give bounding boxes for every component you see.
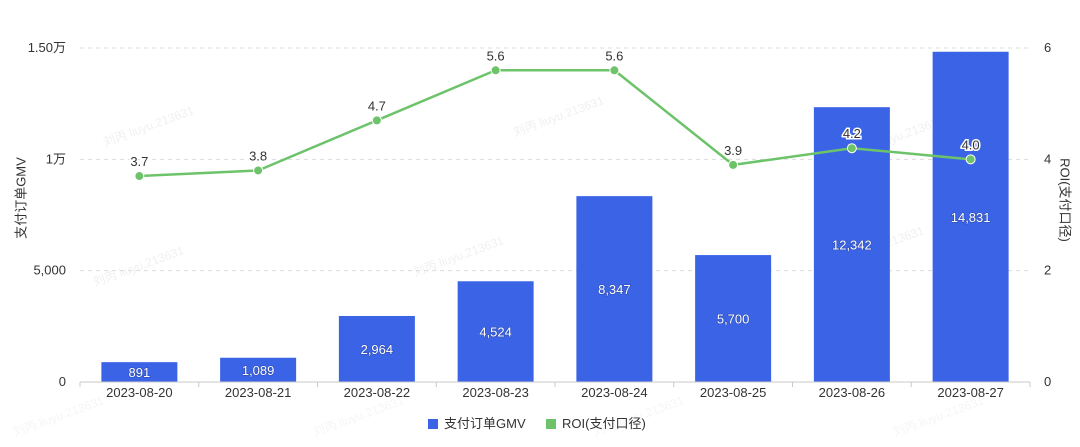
x-tick-label: 2023-08-24 <box>581 385 648 400</box>
legend-item-gmv[interactable]: 支付订单GMV <box>428 416 526 431</box>
bar-data-label: 4,524 <box>479 325 512 340</box>
legend-swatch-gmv <box>428 419 438 429</box>
roi-data-label: 5.6 <box>605 48 623 63</box>
roi-point[interactable] <box>253 165 264 176</box>
roi-data-label: 4.2 <box>843 126 861 141</box>
bar[interactable] <box>220 357 297 382</box>
roi-data-label: 5.6 <box>487 48 505 63</box>
watermark-text: 刘丙 liuyu.213631 <box>411 233 506 279</box>
roi-data-label: 4.7 <box>368 98 386 113</box>
y2-tick-label: 2 <box>1044 263 1051 278</box>
bar-data-label: 14,831 <box>951 210 991 225</box>
bar[interactable] <box>457 281 534 382</box>
bar[interactable] <box>576 196 653 382</box>
bar-data-label: 5,700 <box>717 312 750 327</box>
y2-tick-label: 0 <box>1044 374 1051 389</box>
roi-point[interactable] <box>846 143 857 154</box>
watermark-text: 刘丙 liuyu.213631 <box>11 393 106 439</box>
legend-label-roi: ROI(支付口径) <box>562 416 646 431</box>
legend-swatch-roi <box>546 419 556 429</box>
y2-axis-title: ROI(支付口径) <box>1058 158 1073 242</box>
x-tick-label: 2023-08-20 <box>106 385 173 400</box>
watermark-text: 刘丙 liuyu.213631 <box>101 103 196 149</box>
bar-data-label: 1,089 <box>242 363 275 378</box>
roi-point[interactable] <box>490 65 501 76</box>
watermark-text: 刘丙 liuyu.213631 <box>311 393 406 439</box>
watermark-text: 刘丙 liuyu.213631 <box>891 393 986 439</box>
legend: 支付订单GMV ROI(支付口径) <box>428 416 646 431</box>
x-tick-label: 2023-08-27 <box>937 385 1004 400</box>
legend-label-gmv: 支付订单GMV <box>444 416 526 431</box>
bar-data-label: 12,342 <box>832 238 872 253</box>
gridlines <box>80 47 1030 272</box>
watermark-text: 刘丙 liuyu.213631 <box>511 93 606 139</box>
roi-point[interactable] <box>134 171 145 182</box>
roi-point[interactable] <box>609 65 620 76</box>
bar-data-label: 891 <box>129 365 151 380</box>
y-tick-label: 0 <box>59 374 66 389</box>
bar[interactable] <box>101 362 178 382</box>
y2-tick-label: 6 <box>1044 40 1051 55</box>
y-tick-label: 5,000 <box>33 263 66 278</box>
legend-item-roi[interactable]: ROI(支付口径) <box>546 416 646 431</box>
bar[interactable] <box>695 255 772 382</box>
bar-data-label: 2,964 <box>361 342 394 357</box>
axes: 0 5,000 1万 1.50万 0 2 4 6 2023-08-20 2023-08-21 202… <box>28 40 1052 400</box>
x-tick-label: 2023-08-26 <box>819 385 886 400</box>
y2-tick-label: 4 <box>1044 151 1051 166</box>
bar-series: 891 1,089 2,964 4,524 8,347 5,700 12,342 14,831 <box>101 51 1009 383</box>
x-tick-label: 2023-08-23 <box>462 385 529 400</box>
roi-point[interactable] <box>371 115 382 126</box>
x-tick-label: 2023-08-25 <box>700 385 767 400</box>
bar[interactable] <box>338 316 415 382</box>
roi-line <box>139 69 971 178</box>
bar-data-label: 8,347 <box>598 282 631 297</box>
y-tick-label: 1万 <box>46 151 66 166</box>
roi-data-label: 3.9 <box>724 143 742 158</box>
x-tick-label: 2023-08-22 <box>344 385 411 400</box>
line-series: 3.7 3.8 4.7 5.6 5.6 3.9 4.2 4.0 <box>129 47 981 182</box>
roi-data-label: 3.7 <box>130 154 148 169</box>
roi-data-label: 3.8 <box>249 148 267 163</box>
watermark-text: 刘丙 liuyu.213631 <box>91 243 186 289</box>
roi-data-label: 4.0 <box>962 137 980 152</box>
roi-point[interactable] <box>728 159 739 170</box>
bar[interactable] <box>932 51 1009 383</box>
y-tick-label: 1.50万 <box>28 40 66 55</box>
roi-point[interactable] <box>965 154 976 165</box>
y-axis-title: 支付订单GMV <box>13 157 28 239</box>
x-tick-label: 2023-08-21 <box>225 385 292 400</box>
